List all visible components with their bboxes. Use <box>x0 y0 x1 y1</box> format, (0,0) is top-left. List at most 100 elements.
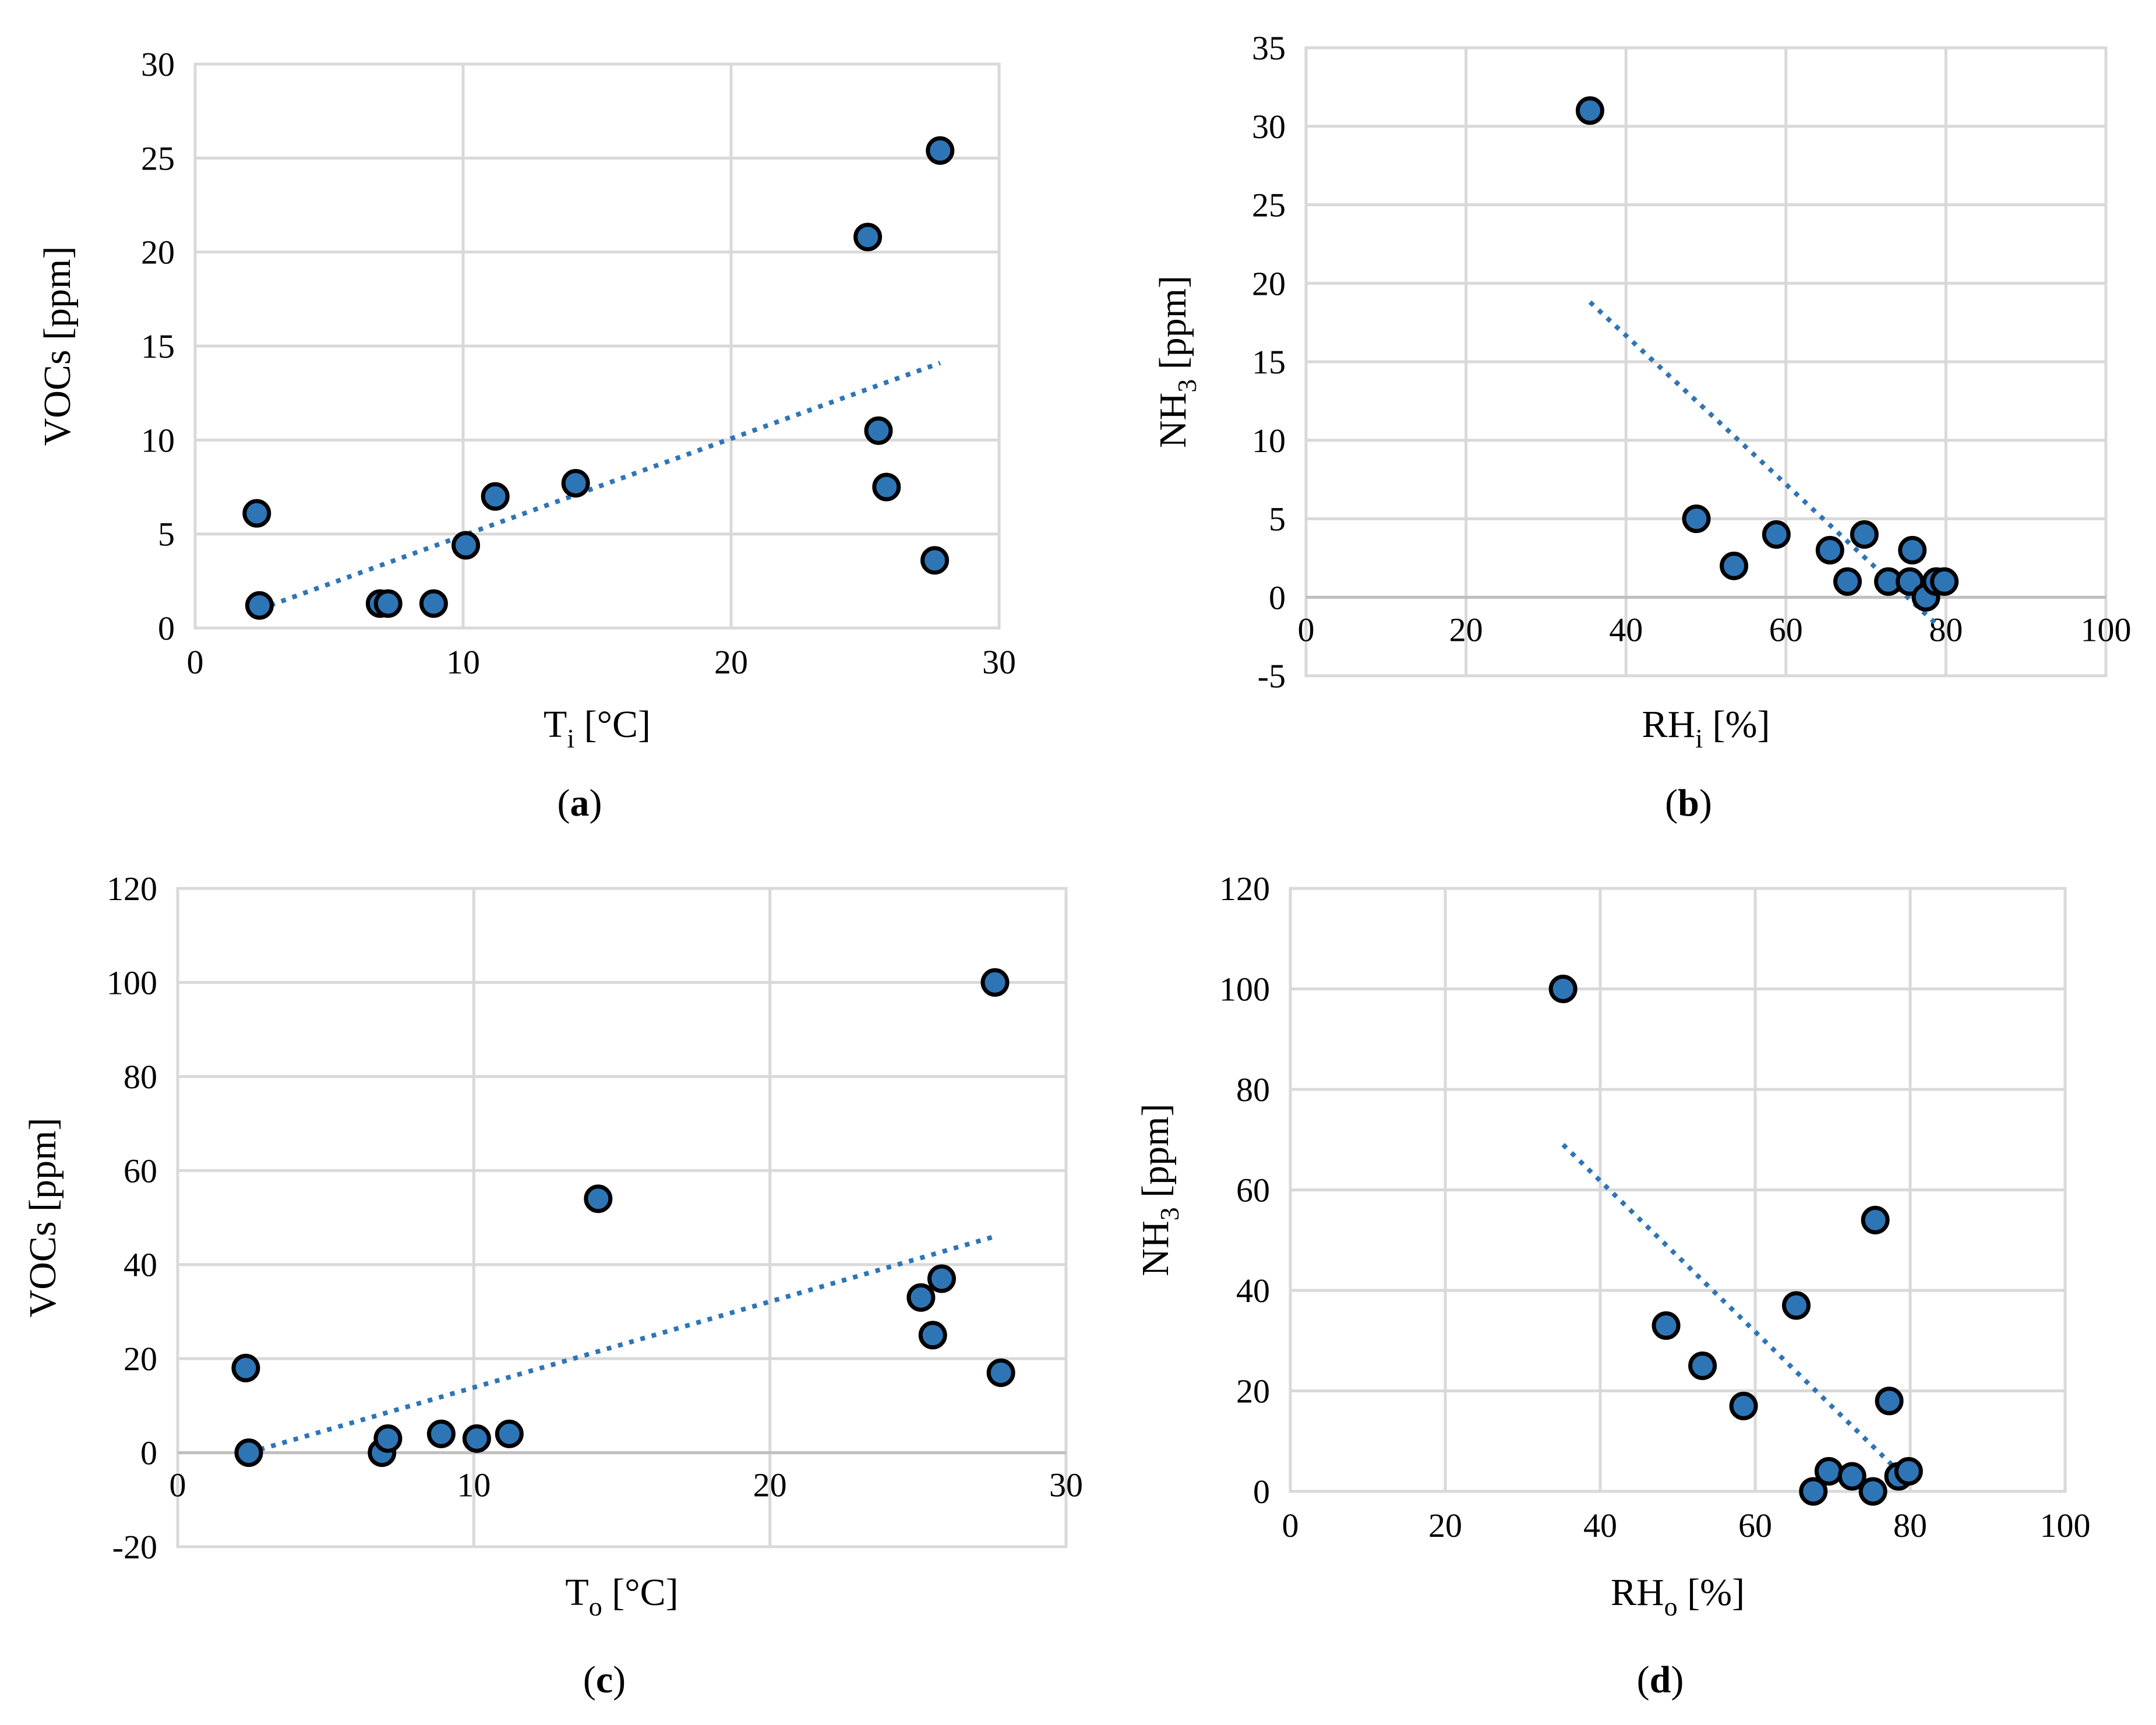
y-axis-title-subscript: 3 <box>1172 379 1202 393</box>
y-axis-title: VOCs [ppm] <box>36 246 79 446</box>
x-axis-title-rest: [%] <box>1678 1571 1745 1614</box>
chart-c: 0 10 20 30 -20 0 20 40 60 80 100 120 To [°C] VOCs [pp… <box>22 870 1083 1701</box>
x-tick-label: 60 <box>1769 611 1803 648</box>
plot-frame <box>1289 887 2067 1493</box>
y-axis-title-main: NH <box>1134 1220 1177 1276</box>
y-tick-label: 20 <box>1236 1373 1270 1410</box>
data-point <box>1894 1457 1923 1486</box>
y-tick-label: 60 <box>1236 1172 1270 1209</box>
y-tick-label: 25 <box>1252 186 1286 224</box>
data-point <box>373 1424 403 1453</box>
x-tick-label: 20 <box>714 643 748 681</box>
x-axis-title-rest: [°C] <box>574 703 651 746</box>
caption-close-paren: ) <box>613 1659 626 1701</box>
data-point <box>1762 520 1791 549</box>
y-tick-label: 10 <box>141 421 175 459</box>
chart-b: 0 20 40 60 80 100 -5 0 5 10 15 20 25 30 35 RHi [%] NH3 [… <box>1152 29 2132 824</box>
y-axis-title-subscript: 3 <box>1155 1207 1184 1220</box>
data-point <box>495 1419 524 1448</box>
y-tick-label: 40 <box>123 1246 157 1284</box>
data-point <box>1815 535 1844 565</box>
plot-frame <box>193 62 1001 630</box>
y-tick-label: 60 <box>123 1152 157 1190</box>
y-tick-label: 120 <box>107 870 157 908</box>
panel-caption: (d) <box>1637 1659 1684 1701</box>
x-axis-title-rest: [%] <box>1703 703 1770 746</box>
y-tick-label: 100 <box>107 964 157 1001</box>
x-axis-title-main: RH <box>1611 1571 1664 1614</box>
data-point <box>927 1264 956 1293</box>
data-point <box>1548 975 1578 1003</box>
y-axis-title: NH3 [ppm] <box>1152 276 1202 448</box>
x-tick-label: 30 <box>982 643 1016 681</box>
y-tick-label: -20 <box>112 1528 157 1566</box>
y-tick-label: 30 <box>1252 108 1286 146</box>
x-tick-label: 30 <box>1049 1466 1083 1504</box>
data-point <box>462 1424 491 1453</box>
y-tick-label: 25 <box>141 139 175 177</box>
data-point <box>426 1419 456 1448</box>
y-tick-label: 100 <box>1219 971 1270 1008</box>
y-axis-title-main: NH <box>1152 393 1194 448</box>
x-axis-title: To [°C] <box>565 1571 678 1621</box>
trendline <box>1561 1143 1900 1473</box>
y-tick-label: 30 <box>141 45 175 83</box>
x-tick-label: 0 <box>1298 611 1315 648</box>
data-point <box>1850 520 1879 549</box>
data-point <box>1575 96 1604 125</box>
caption-open-paren: ( <box>1665 782 1678 824</box>
trendline <box>248 1234 996 1455</box>
x-axis-title-main: T <box>544 703 567 746</box>
caption-close-paren: ) <box>1671 1659 1684 1701</box>
y-tick-label: 35 <box>1252 29 1286 67</box>
data-point <box>584 1184 613 1214</box>
data-point <box>451 531 481 560</box>
plot-frame <box>176 887 1068 1548</box>
y-tick-label: 15 <box>1252 343 1286 381</box>
data-point <box>481 482 510 511</box>
data-point <box>234 1438 263 1468</box>
x-axis-title-subscript: o <box>1664 1592 1678 1621</box>
x-axis-title-rest: [°C] <box>602 1571 679 1614</box>
x-tick-label: 40 <box>1583 1507 1617 1544</box>
y-tick-label: 5 <box>1269 500 1286 538</box>
y-tick-label: 0 <box>158 609 175 647</box>
caption-letter: d <box>1650 1659 1671 1701</box>
x-tick-label: 0 <box>170 1466 186 1504</box>
data-point <box>1898 535 1927 565</box>
x-tick-label: 0 <box>187 643 204 681</box>
trendline <box>259 361 941 612</box>
y-tick-label: 0 <box>1253 1473 1270 1511</box>
y-tick-label: 40 <box>1236 1272 1270 1310</box>
x-axis-title-main: RH <box>1642 703 1696 746</box>
trendline <box>1588 300 1940 627</box>
data-point <box>231 1353 260 1382</box>
panel-caption: (a) <box>557 782 602 824</box>
x-tick-label: 80 <box>1893 1507 1927 1544</box>
data-point <box>920 546 950 575</box>
caption-open-paren: ( <box>1637 1659 1650 1701</box>
y-axis-title: NH3 [ppm] <box>1134 1103 1184 1276</box>
y-tick-label: 120 <box>1219 870 1270 908</box>
data-point <box>1861 1205 1890 1234</box>
y-tick-label: 20 <box>141 234 175 271</box>
data-point <box>1875 1387 1904 1416</box>
data-point <box>1682 505 1711 533</box>
x-axis-title-main: T <box>565 1571 588 1614</box>
x-tick-label: 20 <box>753 1466 787 1504</box>
panel-caption: (c) <box>583 1659 626 1701</box>
x-tick-label: 20 <box>1428 1507 1462 1544</box>
y-tick-label: 15 <box>141 327 175 365</box>
x-tick-label: 60 <box>1738 1507 1772 1544</box>
x-axis-title: RHo [%] <box>1611 1571 1745 1621</box>
x-tick-label: 0 <box>1282 1507 1299 1544</box>
caption-close-paren: ) <box>590 782 602 824</box>
y-axis-title: VOCs [ppm] <box>22 1118 64 1318</box>
y-tick-label: 0 <box>140 1434 157 1472</box>
x-tick-label: 40 <box>1609 611 1643 648</box>
data-point <box>1799 1477 1828 1506</box>
y-tick-label: 0 <box>1269 578 1286 616</box>
y-axis-title-rest: [ppm] <box>1134 1103 1177 1207</box>
x-tick-label: 20 <box>1449 611 1483 648</box>
